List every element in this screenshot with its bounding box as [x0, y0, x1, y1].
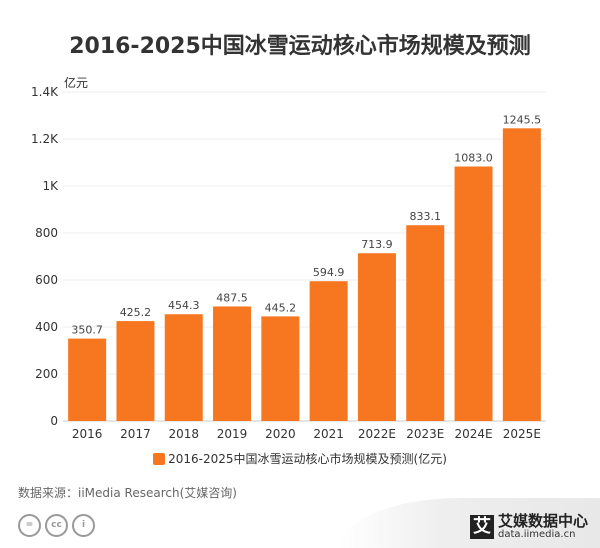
bar: [406, 225, 445, 421]
y-tick-label: 600: [35, 273, 58, 287]
data-label: 350.7: [71, 324, 103, 337]
bar: [357, 253, 396, 421]
x-tick-label: 2021: [313, 427, 344, 441]
x-tick-label: 2024E: [454, 427, 492, 441]
bar: [309, 281, 348, 421]
bar: [454, 166, 493, 421]
data-label: 833.1: [410, 210, 442, 223]
y-tick-label: 1K: [42, 179, 59, 193]
data-label: 454.3: [168, 299, 200, 312]
x-tick-label: 2018: [168, 427, 199, 441]
y-tick-label: 800: [35, 226, 58, 240]
y-tick-label: 400: [35, 320, 58, 334]
x-tick-label: 2019: [217, 427, 248, 441]
watermark-logo: 艾 艾媒数据中心 data.iimedia.cn: [469, 512, 588, 540]
x-tick-label: 2025E: [503, 427, 541, 441]
logo-mark: 艾: [469, 514, 494, 539]
cc-icon: cc: [45, 514, 68, 537]
x-tick-label: 2016: [72, 427, 103, 441]
bar: [502, 128, 541, 421]
logo-url: data.iimedia.cn: [497, 529, 576, 540]
bar: [164, 314, 203, 421]
legend[interactable]: 2016-2025中国冰雪运动核心市场规模及预测(亿元): [0, 450, 600, 467]
data-label: 594.9: [313, 266, 345, 279]
y-tick-label: 200: [35, 367, 58, 381]
nd-icon: =: [18, 514, 41, 537]
legend-swatch: [153, 453, 166, 465]
bar: [116, 321, 155, 421]
legend-label: 2016-2025中国冰雪运动核心市场规模及预测(亿元): [168, 452, 447, 466]
y-tick-label: 0: [50, 414, 58, 428]
logo-name: 艾媒数据中心: [497, 512, 588, 530]
license-icons: = cc i: [18, 514, 95, 537]
data-label: 487.5: [216, 291, 248, 304]
bar: [68, 338, 107, 421]
y-axis-unit: 亿元: [64, 76, 89, 90]
chart-title: 2016-2025中国冰雪运动核心市场规模及预测: [69, 34, 531, 59]
data-label: 1083.0: [454, 151, 493, 164]
x-tick-label: 2017: [120, 427, 151, 441]
x-tick-label: 2023E: [406, 427, 444, 441]
x-tick-label: 2022E: [358, 427, 396, 441]
source-note: 数据来源：iiMedia Research(艾媒咨询): [18, 486, 237, 500]
data-label: 445.2: [265, 301, 297, 314]
data-label: 425.2: [120, 306, 152, 319]
by-icon: i: [72, 514, 95, 537]
data-label: 1245.5: [503, 113, 542, 126]
data-label: 713.9: [361, 238, 393, 251]
y-tick-label: 1.2K: [31, 132, 59, 146]
bar: [213, 306, 252, 421]
y-tick-label: 1.4K: [31, 85, 59, 99]
bar: [261, 316, 300, 421]
x-tick-label: 2020: [265, 427, 296, 441]
